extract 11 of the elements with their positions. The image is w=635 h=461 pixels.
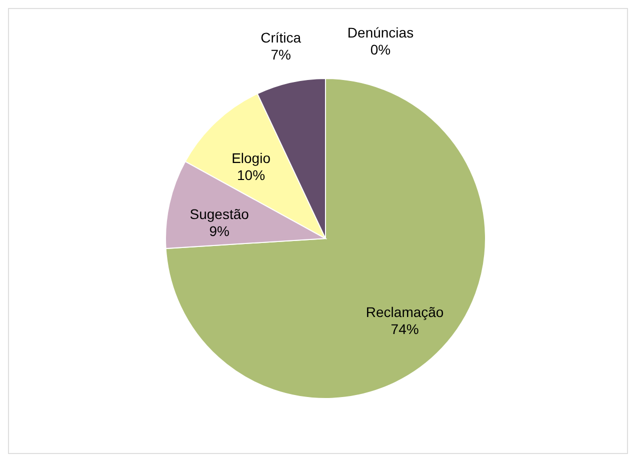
data-label: 10%	[237, 167, 266, 184]
data-label: 74%	[390, 320, 419, 337]
text: 0%	[370, 42, 391, 58]
slice-label: Reclamação	[366, 304, 444, 320]
category-label: Denúncias	[347, 24, 414, 41]
pie-slice	[165, 78, 486, 399]
slice-label: Elogio	[232, 150, 271, 166]
data-label: 9%	[209, 222, 230, 239]
slice-label: Crítica	[260, 30, 302, 46]
data-label: 7%	[270, 46, 291, 63]
slice-label: Sugestão	[190, 206, 250, 222]
